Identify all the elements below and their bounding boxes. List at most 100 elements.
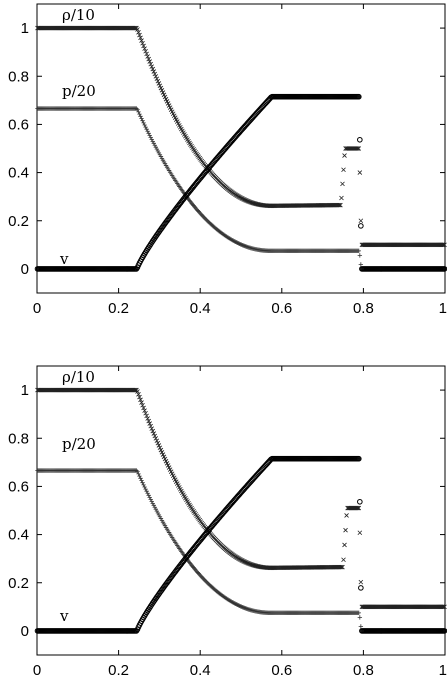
data-point [135, 389, 140, 394]
data-point [136, 109, 141, 115]
data-point [205, 581, 211, 586]
x-tick-label: 0 [33, 300, 41, 317]
data-point [142, 46, 147, 51]
data-point [201, 576, 206, 582]
data-point [204, 218, 210, 223]
data-point [150, 66, 156, 72]
data-point [136, 471, 141, 477]
y-tick-label: 0.8 [8, 68, 29, 85]
data-point [143, 48, 148, 54]
data-point [356, 455, 362, 462]
data-point [137, 111, 142, 117]
data-point [356, 610, 362, 616]
data-point [138, 476, 143, 481]
data-point [357, 170, 363, 175]
data-point [207, 220, 213, 226]
data-point [358, 624, 364, 629]
data-point [141, 405, 146, 411]
data-point [357, 498, 363, 505]
data-point [239, 604, 244, 609]
data-point [156, 443, 162, 448]
data-point [199, 212, 204, 218]
bottom-v-label: v [59, 607, 69, 625]
data-point [146, 418, 151, 424]
y-tick-label: 1 [21, 20, 29, 37]
data-point [141, 43, 146, 49]
y-tick-label: 0.6 [8, 478, 29, 495]
data-point [207, 582, 213, 588]
data-point [199, 574, 204, 580]
data-point [135, 469, 140, 474]
top-v-label: v [59, 250, 69, 268]
y-tick-label: 0.4 [8, 527, 29, 544]
data-point [147, 421, 152, 426]
data-point [145, 416, 150, 421]
data-point [133, 387, 138, 393]
data-point [133, 25, 138, 31]
x-tick-label: 0.6 [271, 300, 292, 317]
data-point [149, 137, 154, 142]
data-point [233, 601, 238, 607]
top-data-marks [34, 25, 447, 272]
x-tick-label: 0.6 [271, 662, 292, 678]
data-point [339, 564, 344, 570]
data-point [235, 602, 240, 608]
data-point [154, 146, 160, 152]
data-point [149, 426, 155, 431]
data-point [354, 146, 360, 151]
data-point [146, 56, 151, 62]
data-point [155, 148, 161, 154]
data-point [153, 74, 159, 79]
data-point [154, 438, 160, 444]
data-point [147, 495, 152, 500]
data-point [141, 482, 146, 488]
data-point [202, 577, 207, 583]
data-point [159, 450, 165, 455]
data-point [144, 126, 149, 132]
data-point [358, 218, 364, 224]
data-point [338, 564, 343, 570]
bottom-ticks: 0 0.2 0.4 0.6 0.8 1 0 0.2 0.4 0.6 0.8 1 [8, 366, 447, 678]
data-point [152, 433, 158, 439]
data-point [198, 573, 203, 579]
data-point [340, 181, 345, 187]
data-point [148, 135, 153, 140]
data-point [135, 107, 140, 112]
data-point [157, 445, 163, 451]
data-point [154, 76, 160, 82]
data-point [140, 40, 145, 46]
data-point [338, 202, 343, 208]
data-point [145, 54, 150, 59]
data-point [140, 480, 145, 485]
data-point [153, 436, 159, 441]
data-point [341, 167, 346, 173]
data-point [152, 143, 158, 148]
data-point [239, 242, 244, 247]
data-point [358, 579, 364, 585]
x-tick-label: 0.4 [190, 662, 211, 678]
series-v [34, 93, 447, 272]
data-point [238, 604, 243, 609]
data-point [160, 452, 166, 457]
data-point [138, 114, 143, 119]
x-tick-label: 0.2 [108, 662, 129, 678]
data-point [238, 242, 243, 247]
y-tick-label: 0.2 [8, 575, 29, 592]
data-point [138, 35, 143, 41]
data-point [147, 59, 152, 64]
data-point [354, 505, 360, 511]
data-point [143, 410, 148, 416]
data-point [143, 124, 148, 130]
data-point [137, 394, 142, 400]
data-point [355, 505, 361, 511]
data-point [138, 397, 143, 403]
data-point [342, 542, 347, 548]
data-point [134, 106, 139, 111]
x-tick-label: 0.4 [190, 300, 211, 317]
data-point [237, 603, 242, 609]
data-point [135, 27, 140, 32]
data-point [155, 510, 161, 516]
data-point [357, 615, 363, 620]
data-point [440, 242, 445, 248]
data-point [234, 602, 239, 607]
